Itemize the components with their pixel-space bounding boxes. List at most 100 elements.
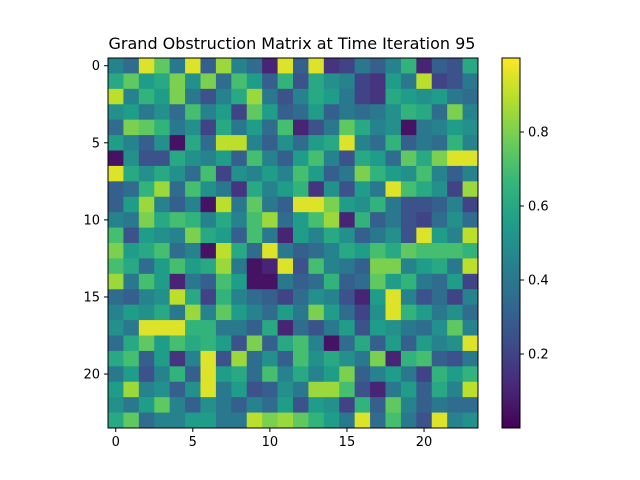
heatmap-cell [447,258,463,275]
heatmap-cell [308,119,325,136]
heatmap-cell [293,397,309,413]
heatmap-cell [200,196,217,213]
heatmap-cell [138,227,155,244]
heatmap-cell [431,350,448,367]
heatmap-cell [462,165,479,182]
heatmap-cell [277,165,294,182]
heatmap-cell [108,58,124,74]
heatmap-cell [123,119,140,136]
heatmap-cell [169,196,186,213]
heatmap-cell [215,196,232,213]
heatmap-cell [416,227,433,244]
heatmap-cell [370,273,386,290]
heatmap-cell [185,335,201,352]
heatmap-cell [231,58,248,74]
plot-frame [107,57,479,429]
heatmap-cell [138,335,155,352]
heatmap-cell [400,335,417,352]
heatmap-cell [185,104,201,121]
heatmap-cell [185,350,201,367]
heatmap-cell [293,412,309,429]
heatmap-cell [323,304,340,321]
heatmap-cell [339,320,356,336]
heatmap-cell [431,150,448,167]
heatmap-cell [262,273,278,290]
heatmap-cell [200,119,217,136]
heatmap-cell [354,350,371,367]
heatmap-cell [354,243,371,259]
heatmap-cell [154,119,171,136]
heatmap-cell [185,212,201,228]
heatmap-cell [354,135,371,151]
heatmap-cell [108,273,124,290]
heatmap-cell [138,58,155,74]
heatmap-cell [154,381,171,398]
heatmap-cell [138,104,155,121]
heatmap-cell [138,258,155,275]
heatmap-cell [246,397,263,413]
heatmap-cell [154,289,171,306]
heatmap-cell [108,196,124,213]
heatmap-cell [185,135,201,151]
heatmap-cell [277,104,294,121]
heatmap-cell [385,397,402,413]
heatmap-cell [308,335,325,352]
heatmap-cell [138,88,155,105]
heatmap-cell [246,88,263,105]
heatmap-cell [123,212,140,228]
heatmap-cell [215,58,232,74]
heatmap-cell [123,320,140,336]
x-tick-label: 15 [339,435,356,450]
heatmap-cell [215,227,232,244]
heatmap-cell [308,273,325,290]
heatmap-cell [185,366,201,383]
heatmap-cell [231,104,248,121]
heatmap-cell [462,273,479,290]
heatmap-cell [370,258,386,275]
heatmap-cell [277,196,294,213]
heatmap-cell [416,135,433,151]
heatmap-cell [262,366,278,383]
heatmap-cell [246,212,263,228]
heatmap-cell [108,412,124,429]
heatmap-cell [108,227,124,244]
heatmap-cell [354,119,371,136]
heatmap-cell [123,350,140,367]
heatmap-cell [385,104,402,121]
heatmap-cell [431,366,448,383]
heatmap-cell [323,273,340,290]
heatmap-cell [323,58,340,74]
heatmap-cell [400,381,417,398]
heatmap-cell [277,412,294,429]
heatmap-cell [215,258,232,275]
heatmap-cell [200,320,217,336]
heatmap-cell [262,335,278,352]
heatmap-cell [308,381,325,398]
heatmap-cell [123,135,140,151]
heatmap-cell [262,165,278,182]
heatmap-cell [447,58,463,74]
heatmap-cell [339,304,356,321]
heatmap-cell [138,119,155,136]
heatmap-cell [138,412,155,429]
heatmap-cell [400,212,417,228]
heatmap-cell [293,304,309,321]
heatmap-cell [277,320,294,336]
heatmap-cell [354,412,371,429]
heatmap-cell [169,412,186,429]
colorbar [502,58,520,428]
heatmap-cell [431,165,448,182]
heatmap-cell [339,119,356,136]
heatmap-cell [108,289,124,306]
heatmap-cell [354,304,371,321]
heatmap-cell [462,412,479,429]
heatmap-cell [200,73,217,90]
heatmap-cell [246,73,263,90]
heatmap-cell [308,320,325,336]
heatmap-cell [354,73,371,90]
heatmap-cell [354,227,371,244]
heatmap-cell [231,73,248,90]
heatmap-cell [400,88,417,105]
x-tick-label: 20 [416,435,433,450]
heatmap-cell [231,412,248,429]
